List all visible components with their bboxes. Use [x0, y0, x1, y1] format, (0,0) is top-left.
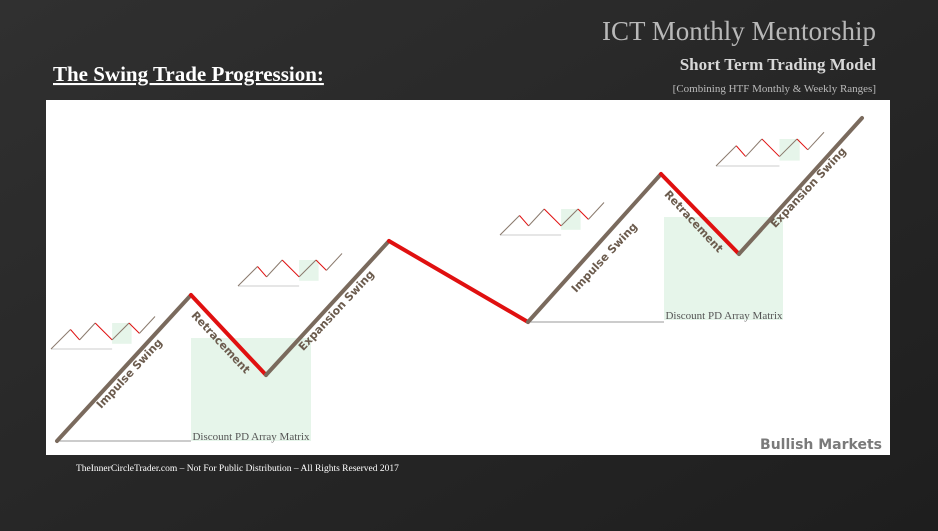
footer: TheInnerCircleTrader.com – Not For Publi…: [76, 464, 399, 474]
mini-shape: [112, 323, 132, 344]
mini-shape: [111, 322, 130, 341]
pd-label: Discount PD Array Matrix: [665, 310, 783, 322]
mini-shape: [315, 259, 327, 271]
pd-zone: [664, 217, 783, 320]
up-swing: [264, 239, 391, 377]
mini-shape: [266, 259, 283, 278]
mini-shape: [561, 209, 581, 230]
mini-shape: [94, 322, 113, 341]
mini-shape: [745, 138, 763, 157]
mini-shape: [139, 316, 156, 334]
mini-shape: [299, 260, 319, 281]
mini-shape: [70, 329, 80, 341]
down-swing: [189, 293, 268, 377]
header-title: ICT Monthly Mentorship: [602, 16, 876, 46]
mini-shape: [281, 259, 300, 278]
mini-shape: [560, 208, 579, 227]
mini-shape: [528, 208, 545, 227]
mini-shape: [715, 145, 737, 167]
badge: Bullish Markets: [760, 437, 882, 453]
mini-shape: [761, 138, 780, 157]
mini-shape: [298, 259, 317, 278]
mini-shape: [577, 208, 589, 220]
mini-shape: [779, 139, 800, 161]
mini-shape: [779, 138, 798, 157]
mini-shape: [257, 266, 267, 278]
mini-shape: [735, 145, 747, 157]
mini-charts: [50, 131, 825, 350]
swing-path: [55, 116, 864, 443]
up-swing: [526, 172, 663, 324]
mini-shape: [79, 322, 96, 341]
up-swing: [737, 116, 864, 256]
mini-shape: [588, 202, 605, 220]
mini-shape: [50, 329, 71, 350]
mini-shape: [807, 131, 825, 151]
mini-shape: [796, 138, 809, 151]
down-swing: [387, 239, 530, 324]
mini-shape: [543, 208, 562, 227]
up-swing: [55, 293, 193, 443]
mini-shape: [499, 215, 520, 236]
pd-zone: [191, 338, 311, 441]
header-subtitle: Short Term Trading Model: [680, 55, 877, 74]
mini-shape: [326, 253, 343, 271]
pd-label: Discount PD Array Matrix: [192, 431, 310, 443]
down-swing: [659, 172, 741, 256]
mini-shape: [237, 266, 258, 287]
mini-shape: [128, 322, 140, 334]
header-note: [Combining HTF Monthly & Weekly Ranges]: [673, 83, 876, 95]
slide-title: The Swing Trade Progression:: [53, 62, 324, 86]
mini-shape: [519, 215, 529, 227]
